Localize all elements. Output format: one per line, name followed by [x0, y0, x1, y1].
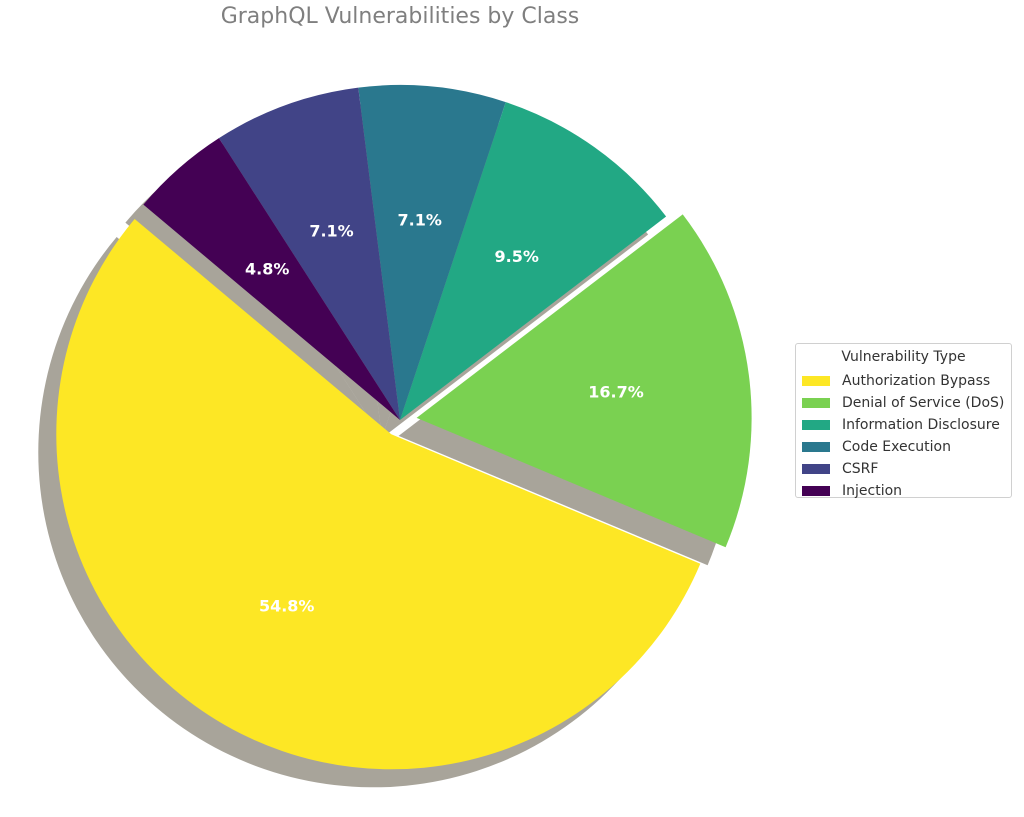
legend-label-injection: Injection	[842, 483, 903, 499]
pie-label-authorization-bypass: 54.8%	[259, 596, 315, 615]
legend-item-information-disclosure: Information Disclosure	[802, 414, 1005, 436]
legend-title: Vulnerability Type	[841, 349, 966, 365]
pie-label-information-disclosure: 9.5%	[495, 247, 539, 266]
pie-slice-injection	[143, 138, 400, 420]
legend-swatch-authorization-bypass	[802, 376, 830, 386]
legend-label-denial-of-service-dos: Denial of Service (DoS)	[842, 395, 1005, 411]
legend-item-denial-of-service-dos: Denial of Service (DoS)	[802, 392, 1005, 414]
pie-slice-authorization-bypass	[56, 218, 701, 770]
pie-label-code-execution: 7.1%	[398, 211, 442, 230]
legend-item-csrf: CSRF	[802, 458, 1005, 480]
pie-label-csrf: 7.1%	[309, 222, 353, 241]
legend: Vulnerability Type Authorization Bypass D…	[795, 343, 1012, 499]
legend-label-code-execution: Code Execution	[842, 439, 951, 455]
pie-slice-layer	[56, 84, 752, 770]
pie-slice-code-execution	[358, 84, 506, 421]
legend-label-csrf: CSRF	[842, 461, 879, 477]
legend-swatch-information-disclosure	[802, 420, 830, 430]
legend-swatch-csrf	[802, 464, 830, 474]
pie-label-layer: 54.8% 16.7% 9.5% 7.1% 7.1% 4.8%	[245, 211, 644, 616]
legend-swatch-denial-of-service-dos	[802, 398, 830, 408]
pie-slice-denial-of-service-dos	[416, 214, 752, 548]
legend-item-injection: Injection	[802, 480, 1005, 502]
pie-label-denial-of-service-dos: 16.7%	[588, 383, 644, 402]
pie-slice-csrf	[218, 87, 400, 421]
legend-item-authorization-bypass: Authorization Bypass	[802, 370, 1005, 392]
chart-title: GraphQL Vulnerabilities by Class	[220, 4, 580, 29]
legend-item-code-execution: Code Execution	[802, 436, 1005, 458]
legend-swatch-code-execution	[802, 442, 830, 452]
pie-label-injection: 4.8%	[245, 260, 289, 279]
legend-label-information-disclosure: Information Disclosure	[842, 417, 1000, 433]
legend-swatch-injection	[802, 486, 830, 496]
legend-items: Authorization Bypass Denial of Service (D…	[802, 370, 1005, 502]
pie-chart: 54.8% 16.7% 9.5% 7.1% 7.1% 4.8%	[38, 84, 752, 788]
pie-slice-information-disclosure	[400, 102, 667, 420]
legend-label-authorization-bypass: Authorization Bypass	[842, 373, 991, 389]
